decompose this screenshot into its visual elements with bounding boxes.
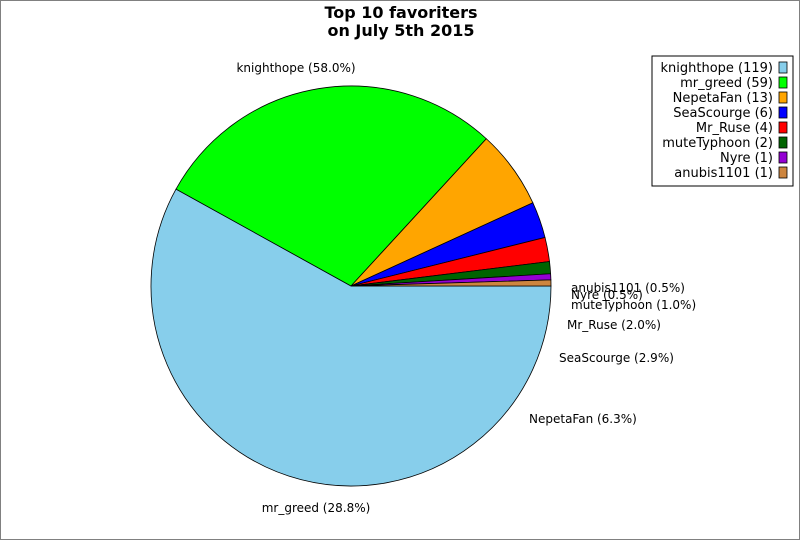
legend-label-nyre: Nyre (1) xyxy=(720,151,773,166)
legend-swatch-anubis1101 xyxy=(778,166,788,179)
legend-swatch-nepetafan xyxy=(778,91,788,104)
slice-label-mutetyphoon: muteTyphoon (1.0%) xyxy=(571,298,696,312)
slice-label-mr_ruse: Mr_Ruse (2.0%) xyxy=(567,318,661,332)
legend-swatch-seascourge xyxy=(778,106,788,119)
pie-slice-mr_greed xyxy=(175,85,487,287)
legend-label-knighthope: knighthope (119) xyxy=(661,61,774,76)
pie-slices xyxy=(150,85,552,487)
legend-label-mr_greed: mr_greed (59) xyxy=(680,76,773,91)
chart-title-line-1: Top 10 favoriters xyxy=(324,3,477,22)
slice-label-knighthope: knighthope (58.0%) xyxy=(236,61,355,75)
legend-label-mr_ruse: Mr_Ruse (4) xyxy=(696,121,773,136)
legend-box xyxy=(651,55,794,187)
legend-swatch-mr_ruse xyxy=(778,121,788,134)
slice-label-seascourge: SeaScourge (2.9%) xyxy=(559,351,674,365)
legend-swatch-nyre xyxy=(778,151,788,164)
slice-labels: knighthope (58.0%) mr_greed (28.8%) Nepeta… xyxy=(236,61,696,515)
slice-label-mr_greed: mr_greed (28.8%) xyxy=(262,501,371,515)
legend-label-seascourge: SeaScourge (6) xyxy=(673,106,773,121)
slice-label-nepetafan: NepetaFan (6.3%) xyxy=(529,412,637,426)
pie-slice-knighthope xyxy=(150,188,552,487)
legend-label-anubis1101: anubis1101 (1) xyxy=(674,166,773,181)
legend-label-mutetyphoon: muteTyphoon (2) xyxy=(662,136,773,151)
chart-title-line-2: on July 5th 2015 xyxy=(327,21,474,40)
legend-swatch-mutetyphoon xyxy=(778,136,788,149)
legend-label-nepetafan: NepetaFan (13) xyxy=(673,91,773,106)
slice-label-nyre: Nyre (0.5%) xyxy=(571,288,643,302)
legend-swatch-knighthope xyxy=(778,61,788,74)
pie-slice-anubis1101 xyxy=(350,279,552,287)
legend: knighthope (119)mr_greed (59)NepetaFan (… xyxy=(651,55,794,187)
slice-label-anubis1101: anubis1101 (0.5%) xyxy=(571,281,685,295)
legend-swatch-mr_greed xyxy=(778,76,788,89)
